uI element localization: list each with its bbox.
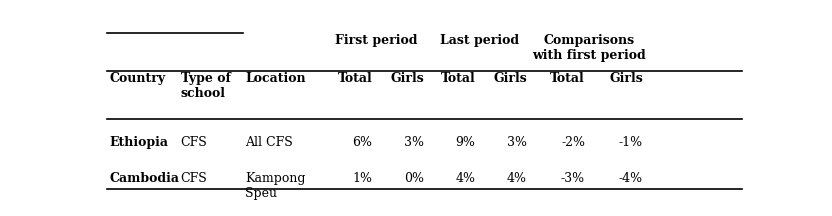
Text: 9%: 9% — [456, 136, 475, 149]
Text: -3%: -3% — [561, 172, 585, 185]
Text: CFS: CFS — [181, 172, 207, 185]
Text: Total: Total — [441, 73, 475, 86]
Text: First period: First period — [335, 34, 418, 47]
Text: All CFS: All CFS — [245, 136, 293, 149]
Text: Total: Total — [338, 73, 372, 86]
Text: -2%: -2% — [561, 136, 585, 149]
Text: Girls: Girls — [390, 73, 423, 86]
Text: 0%: 0% — [404, 172, 423, 185]
Text: -4%: -4% — [619, 172, 643, 185]
Text: 3%: 3% — [404, 136, 423, 149]
Text: Kampong
Speu: Kampong Speu — [245, 172, 305, 200]
Text: Total: Total — [550, 73, 585, 86]
Text: Comparisons
with first period: Comparisons with first period — [532, 34, 646, 62]
Text: 4%: 4% — [455, 172, 475, 185]
Text: Girls: Girls — [609, 73, 643, 86]
Text: 3%: 3% — [507, 136, 527, 149]
Text: 6%: 6% — [352, 136, 372, 149]
Text: Cambodia: Cambodia — [110, 172, 180, 185]
Text: Location: Location — [245, 73, 306, 86]
Text: 1%: 1% — [352, 172, 372, 185]
Text: Girls: Girls — [493, 73, 527, 86]
Text: Last period: Last period — [440, 34, 519, 47]
Text: Type of
school: Type of school — [181, 73, 230, 100]
Text: Country: Country — [110, 73, 166, 86]
Text: CFS: CFS — [181, 136, 207, 149]
Text: Ethiopia: Ethiopia — [110, 136, 169, 149]
Text: -1%: -1% — [619, 136, 643, 149]
Text: 4%: 4% — [507, 172, 527, 185]
